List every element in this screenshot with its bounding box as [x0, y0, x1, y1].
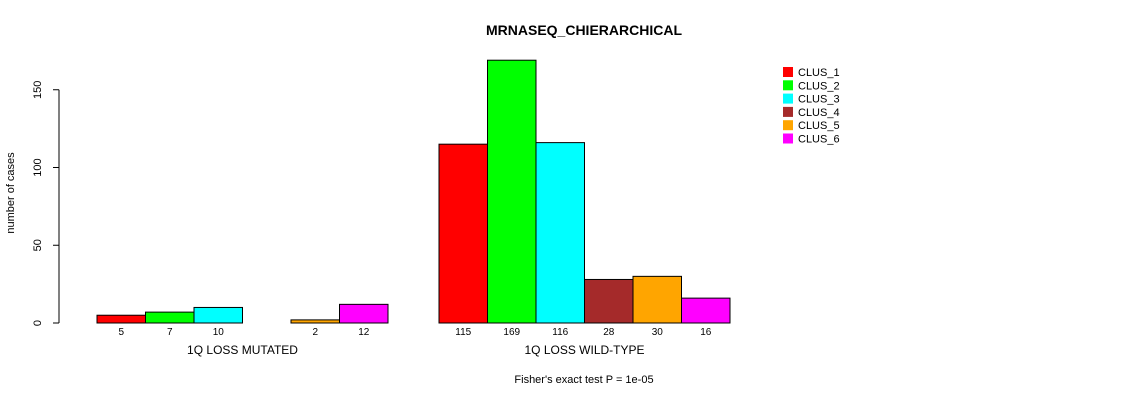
bar-1q-loss-wild-type-clus-6: [681, 297, 731, 324]
bar-1q-loss-wild-type-clus-3: [535, 142, 585, 324]
legend-label-clus-2: CLUS_2: [798, 80, 840, 92]
y-tick-label: 0: [32, 320, 44, 326]
y-tick-label: 100: [32, 158, 44, 176]
legend-swatch-clus-1: [783, 67, 793, 77]
chart-title: MRNASEQ_CHIERARCHICAL: [486, 22, 682, 38]
y-axis-label: number of cases: [5, 152, 17, 234]
legend-label-clus-1: CLUS_1: [798, 67, 840, 79]
group-label-1q-loss-wild-type: 1Q LOSS WILD-TYPE: [524, 343, 644, 357]
value-label: 115: [455, 327, 471, 338]
bar-1q-loss-wild-type-clus-1: [438, 143, 488, 324]
bar-1q-loss-wild-type-clus-5: [632, 275, 682, 324]
group-label-1q-loss-mutated: 1Q LOSS MUTATED: [187, 343, 298, 357]
value-labels: 5 7 10 2 12 115 169 116 28 30 16: [118, 327, 711, 338]
value-label: 5: [118, 327, 124, 338]
bar-1q-loss-wild-type-clus-4: [584, 278, 634, 324]
bar-1q-loss-mutated-clus-3: [193, 306, 243, 324]
value-label: 12: [358, 327, 370, 338]
value-label: 169: [503, 327, 520, 338]
legend-label-clus-6: CLUS_6: [798, 134, 840, 146]
value-label: 10: [213, 327, 225, 338]
y-tick-label: 150: [32, 81, 44, 99]
legend-label-clus-5: CLUS_5: [798, 120, 840, 132]
bar-1q-loss-mutated-clus-5: [290, 319, 340, 324]
value-label: 30: [652, 327, 664, 338]
legend-swatch-clus-5: [783, 120, 793, 131]
value-label: 2: [312, 327, 318, 338]
legend-swatch-clus-2: [783, 80, 793, 91]
legend-label-clus-4: CLUS_4: [798, 107, 840, 119]
value-label: 16: [700, 327, 712, 338]
bar-1q-loss-wild-type-clus-2: [487, 59, 537, 324]
legend-swatch-clus-4: [783, 106, 793, 117]
bars: [96, 59, 731, 324]
fisher-annotation: Fisher's exact test P = 1e-05: [514, 374, 653, 386]
value-label: 7: [167, 327, 173, 338]
bar-1q-loss-mutated-clus-1: [96, 314, 146, 324]
group-labels: 1Q LOSS MUTATED 1Q LOSS WILD-TYPE: [187, 343, 644, 357]
value-label: 28: [603, 327, 615, 338]
y-tick-label: 50: [32, 239, 44, 251]
value-label: 116: [552, 327, 568, 338]
bar-1q-loss-mutated-clus-2: [145, 311, 195, 324]
legend-label-clus-3: CLUS_3: [798, 94, 840, 106]
bar-1q-loss-mutated-clus-6: [339, 303, 389, 324]
legend-swatch-clus-3: [783, 93, 793, 104]
y-axis: 0 50 100 150: [32, 81, 60, 326]
legend-swatch-clus-6: [783, 133, 793, 144]
